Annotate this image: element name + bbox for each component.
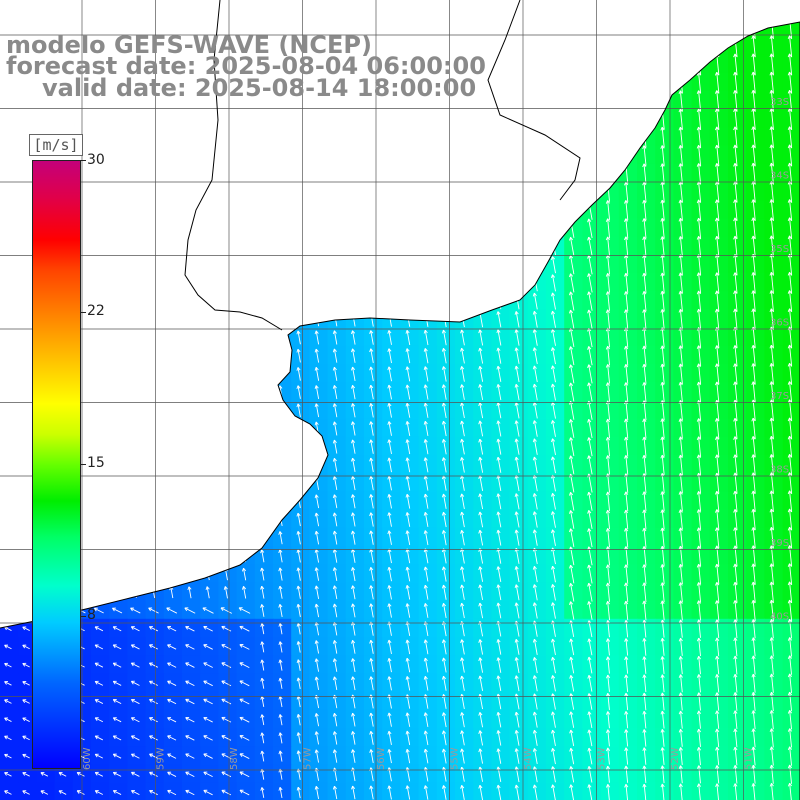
lon-label: 57W [303,747,314,770]
lat-label: 39S [770,538,789,549]
lat-label: 35S [770,244,789,255]
lon-label: 51W [744,747,755,770]
lat-label: 38S [770,465,789,476]
lat-label: 37S [770,391,789,402]
lon-label: 54W [523,747,534,770]
lon-label: 52W [670,747,681,770]
lon-label: 56W [376,747,387,770]
colorbar-unit: [m/s] [29,134,83,156]
lon-label: 55W [450,747,461,770]
lon-label: 59W [156,747,167,770]
forecast-date: forecast date: 2025-08-04 06:00:00 [6,52,486,80]
lon-label: 58W [229,747,240,770]
colorbar-tick-8: 8 [87,607,96,623]
colorbar-tick-15: 15 [87,455,105,471]
lat-label: 34S [770,171,789,182]
graticule-labels: 60W59W58W57W56W55W54W53W52W51W50W33S34S3… [82,97,789,770]
valid-date: valid date: 2025-08-14 18:00:00 [42,74,477,102]
lon-label: 53W [597,747,608,770]
colorbar-gradient [32,160,81,769]
model-title: modelo GEFS-WAVE (NCEP) [6,31,372,59]
colorbar-tick-30: 30 [87,152,105,168]
lat-label: 36S [770,318,789,329]
colorbar-tick-22: 22 [87,303,105,319]
lon-label: 60W [82,747,93,770]
colorbar-legend: [m/s] 30 22 15 8 [0,128,105,800]
lat-label: 40S [770,612,789,623]
lat-label: 33S [770,97,789,108]
